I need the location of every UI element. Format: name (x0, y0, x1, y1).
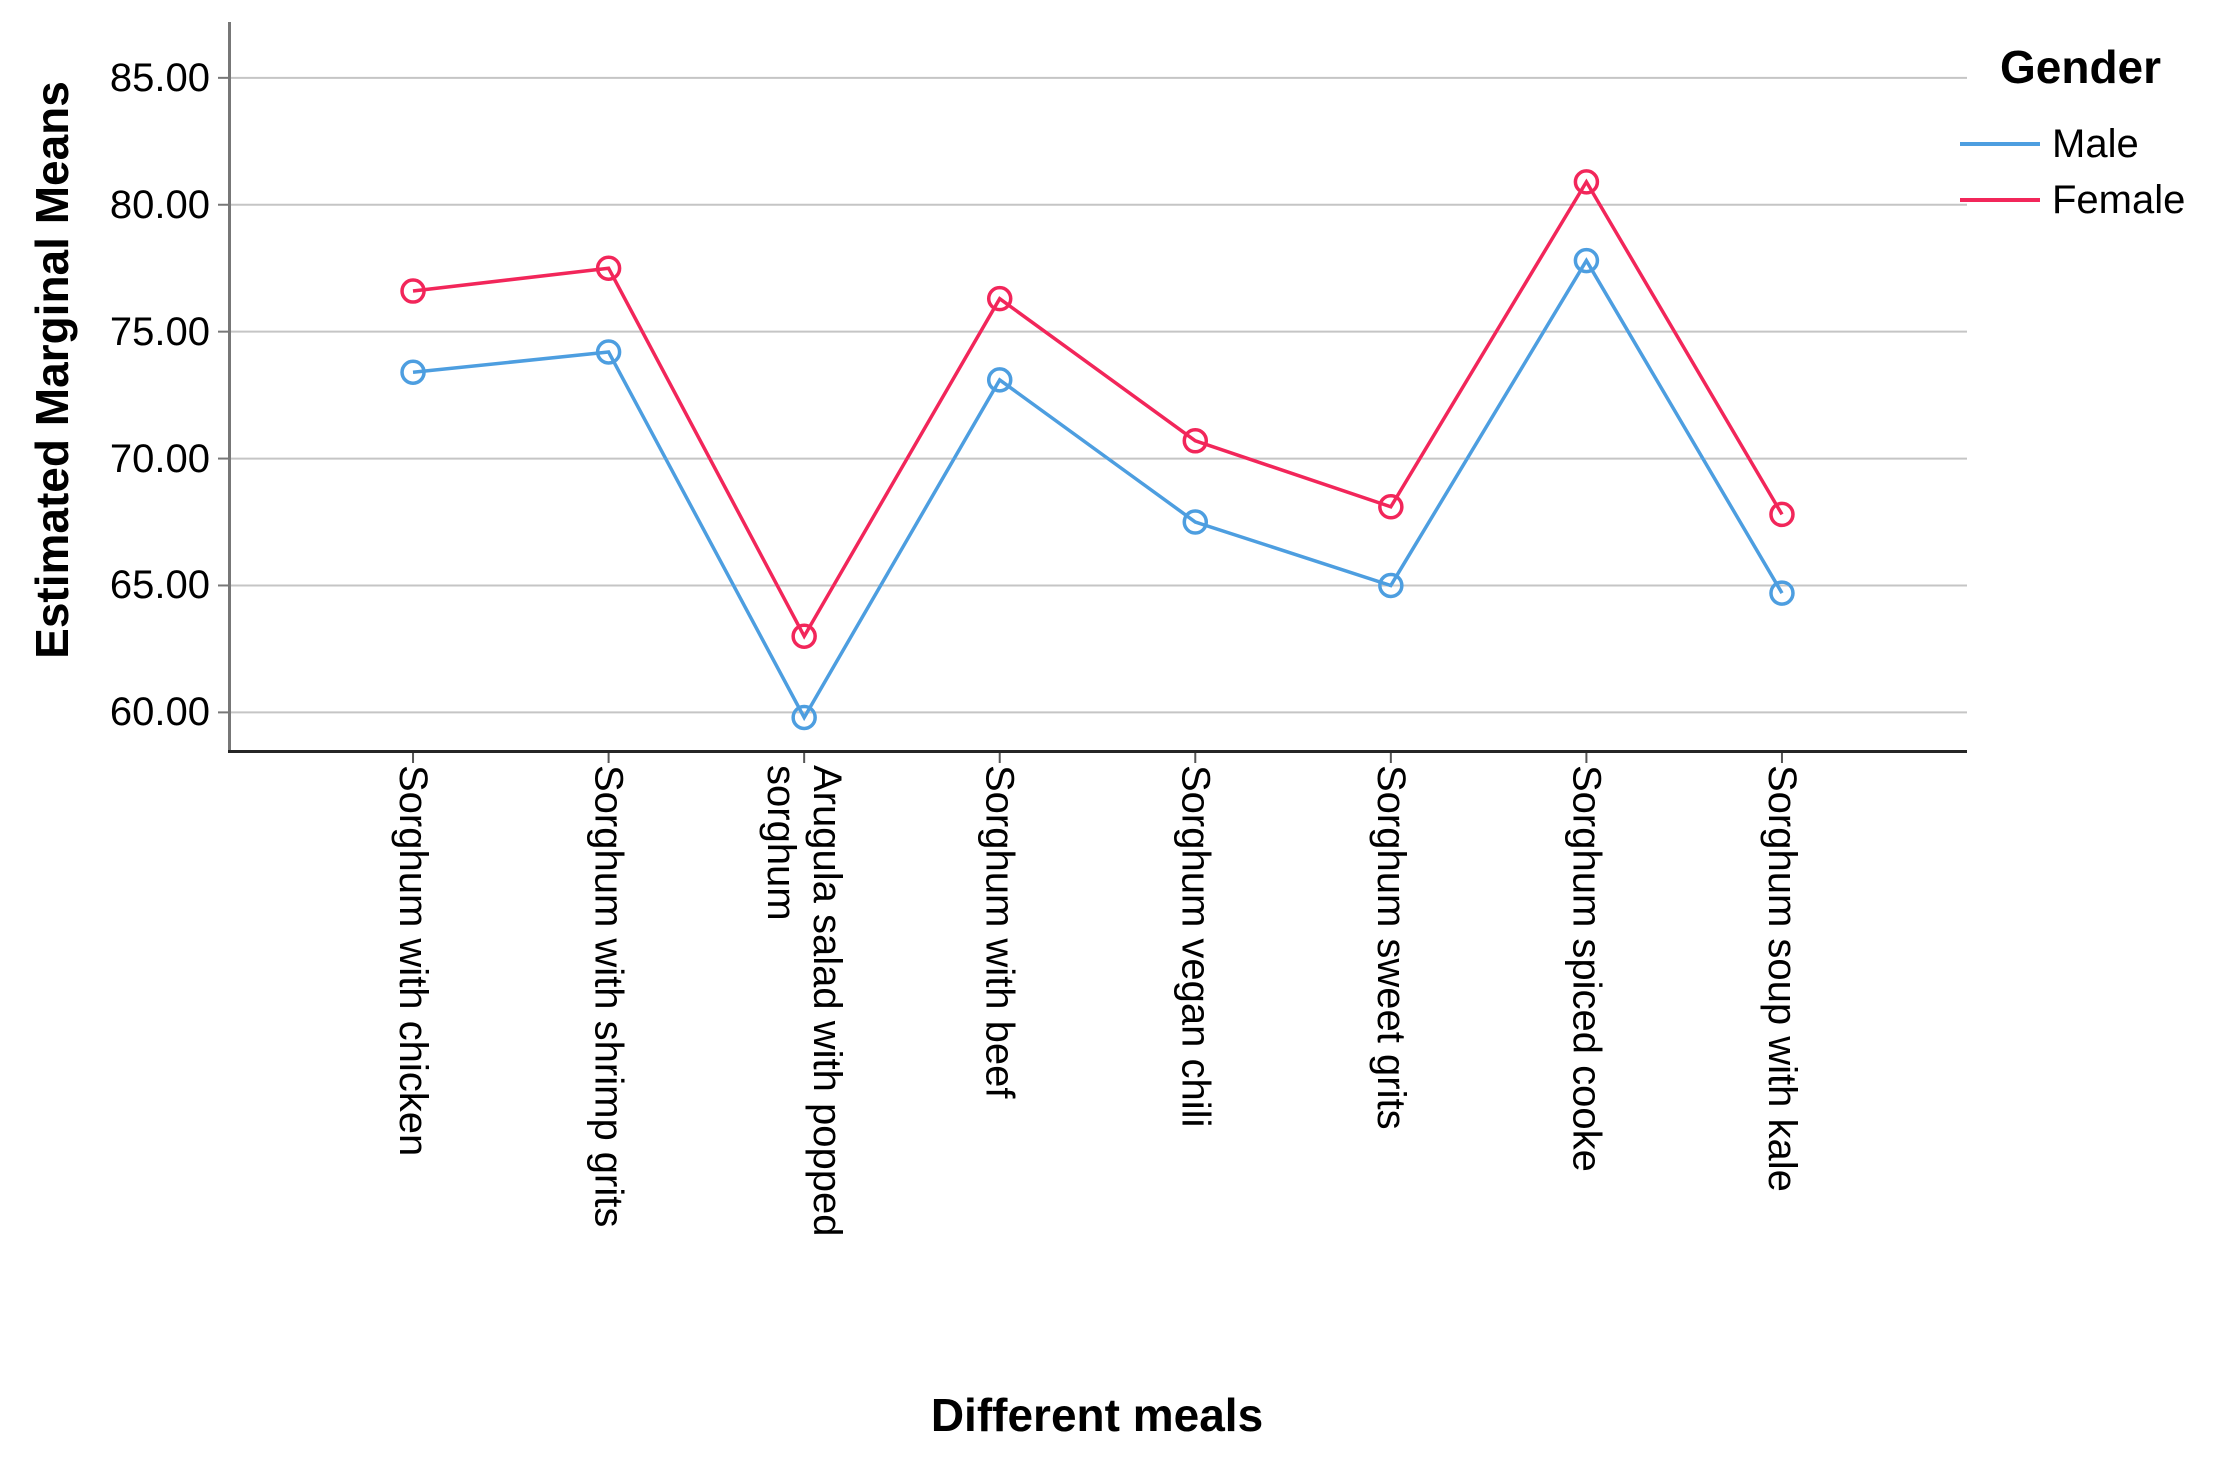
legend-item-female: Female (1960, 178, 2220, 222)
legend-title: Gender (2000, 41, 2162, 93)
data-point-male (1182, 509, 1209, 535)
series-line-male (412, 257, 1784, 722)
data-point-female (1769, 501, 1795, 528)
x-category-label: Sorghum vegan chili (1173, 765, 1218, 1128)
data-point-female (595, 255, 622, 281)
x-category-label: Sorghum with chicken (391, 765, 436, 1157)
x-category-label: Sorghum with shrimp grits (586, 765, 631, 1228)
x-axis-title: Different meals (930, 1389, 1264, 1441)
x-category-label: Sorghum spiced cooke (1564, 765, 1609, 1172)
data-point-female (1573, 169, 1600, 195)
x-category-label: Sorghum soup with kale (1759, 765, 1804, 1192)
legend-line-swatch (1960, 198, 2040, 202)
data-point-male (1378, 572, 1404, 599)
legend-label: Female (2052, 177, 2186, 222)
y-tick-label: 75.00 (109, 309, 210, 354)
y-tick-label: 70.00 (109, 436, 210, 481)
data-point-male (595, 339, 622, 365)
plot-area (218, 22, 1967, 763)
data-point-female (791, 623, 817, 649)
data-point-male (1769, 580, 1795, 606)
x-category-label: Sorghum with beef (977, 765, 1022, 1099)
legend-item-male: Male (1960, 122, 2220, 166)
data-point-female (1378, 494, 1404, 520)
data-point-female (986, 285, 1013, 312)
data-point-male (986, 367, 1013, 393)
y-tick-label: 80.00 (109, 182, 210, 227)
legend-line-swatch (1960, 142, 2040, 146)
chart-svg (218, 22, 1967, 763)
y-tick-label: 85.00 (109, 55, 210, 100)
legend-label: Male (2052, 121, 2139, 166)
legend-items: Male Female (1960, 122, 2220, 222)
data-point-female (400, 278, 426, 304)
y-tick-label: 60.00 (109, 690, 210, 735)
x-category-label: Sorghum sweet grits (1368, 765, 1413, 1130)
y-tick-label: 65.00 (109, 563, 210, 608)
data-point-male (1573, 247, 1600, 274)
data-point-female (1182, 428, 1209, 454)
data-point-male (400, 359, 426, 386)
x-category-label: Arugula salad with popped sorghum (759, 765, 850, 1237)
legend: Gender Male Female (1960, 40, 2220, 234)
series-line-female (412, 178, 1784, 640)
data-point-male (791, 704, 817, 731)
